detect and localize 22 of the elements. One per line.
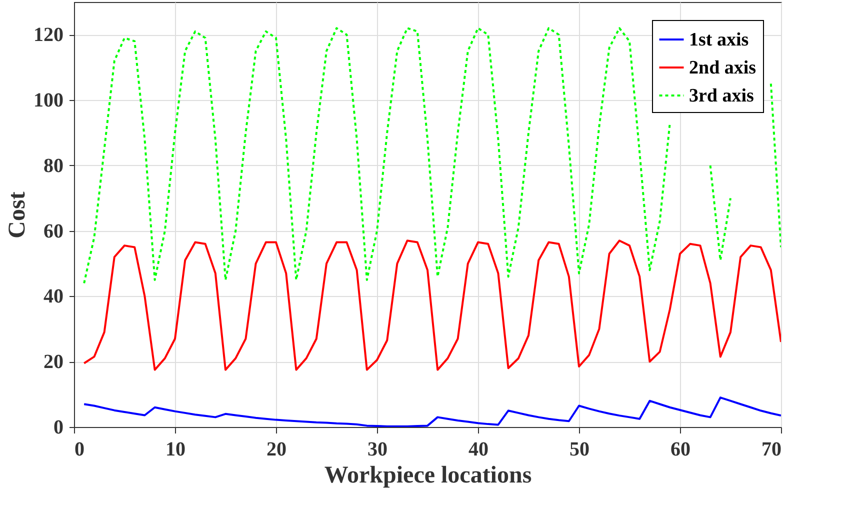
- legend-label: 2nd axis: [689, 58, 756, 78]
- x-tick-label: 30: [368, 438, 388, 460]
- x-tick-label: 40: [468, 438, 488, 460]
- x-tick-label: 20: [266, 438, 286, 460]
- line-series: [83, 396, 781, 427]
- y-tick-label: 80: [44, 154, 64, 177]
- x-tick-label: 70: [762, 438, 782, 460]
- x-tick-label: 60: [670, 438, 690, 460]
- y-tick-label: 0: [54, 416, 64, 438]
- legend-label: 1st axis: [689, 30, 749, 50]
- y-tick-label: 100: [34, 90, 64, 112]
- legend-label: 3rd axis: [689, 86, 754, 106]
- y-tick-label: 40: [44, 286, 64, 308]
- x-tick-label: 10: [166, 438, 186, 460]
- x-tick-label: 0: [74, 438, 84, 460]
- y-tick-label: 120: [34, 24, 64, 46]
- line-series: [83, 240, 781, 371]
- y-axis-title: Cost: [4, 192, 30, 238]
- y-tick-label: 20: [44, 351, 64, 374]
- x-tick-label: 50: [570, 438, 590, 460]
- x-axis-title: Workpiece locations: [324, 462, 532, 488]
- y-tick-label: 60: [44, 220, 64, 242]
